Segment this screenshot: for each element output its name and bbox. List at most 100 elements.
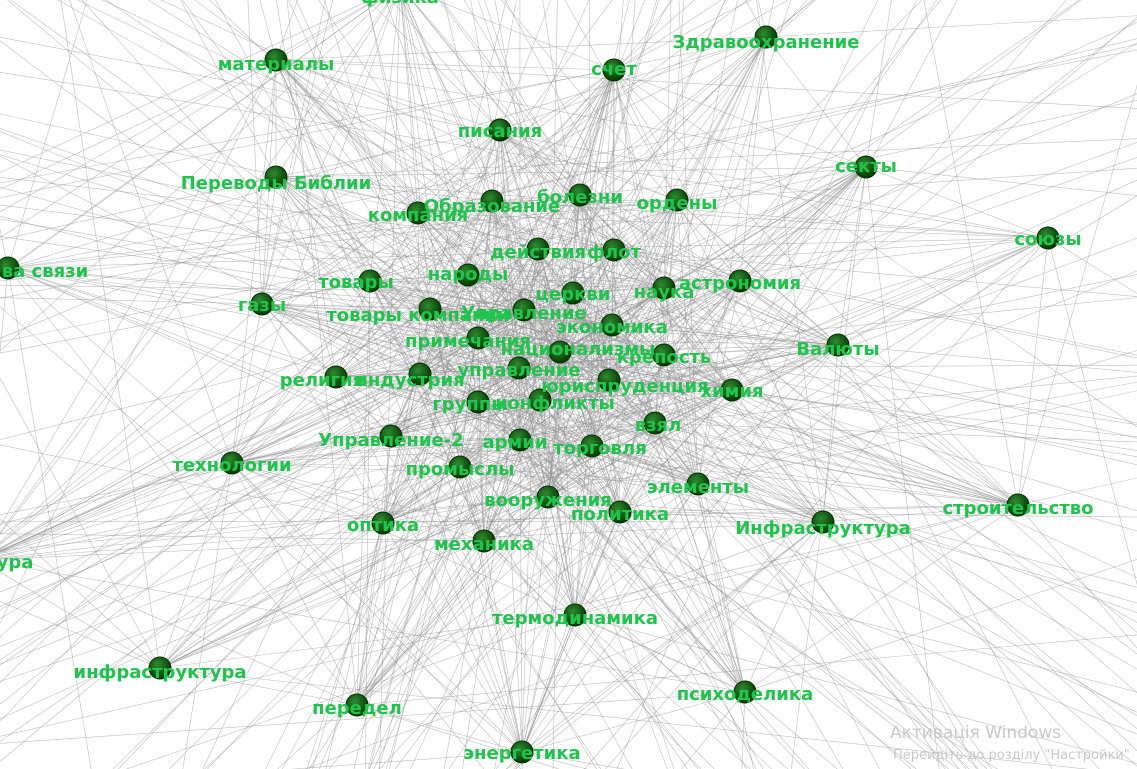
edge bbox=[448, 511, 621, 769]
edge bbox=[0, 59, 277, 239]
edge bbox=[613, 69, 754, 769]
edge bbox=[390, 0, 590, 437]
edge bbox=[559, 351, 757, 769]
edge bbox=[542, 0, 621, 513]
node-label: передел bbox=[312, 698, 402, 719]
edge bbox=[390, 367, 520, 437]
edge bbox=[275, 0, 378, 61]
edge bbox=[335, 351, 561, 378]
edge bbox=[865, 166, 940, 769]
edge bbox=[0, 204, 665, 289]
edge bbox=[159, 270, 1137, 669]
edge bbox=[369, 280, 665, 289]
edge bbox=[181, 0, 479, 403]
edge bbox=[654, 422, 699, 485]
edge bbox=[7, 267, 358, 706]
edge bbox=[379, 389, 733, 769]
edge bbox=[547, 0, 558, 498]
edge bbox=[523, 287, 665, 311]
edge bbox=[429, 292, 574, 310]
edge bbox=[390, 435, 1019, 506]
edge bbox=[591, 18, 1137, 447]
edge bbox=[0, 176, 615, 251]
edge bbox=[579, 194, 741, 282]
edge bbox=[0, 284, 574, 294]
node bbox=[250, 292, 274, 316]
edge bbox=[204, 166, 867, 769]
node bbox=[652, 276, 676, 300]
edge bbox=[275, 176, 469, 276]
edge bbox=[613, 199, 678, 251]
edge bbox=[0, 373, 421, 705]
edge bbox=[654, 375, 1137, 424]
edge bbox=[105, 0, 419, 214]
edge bbox=[547, 496, 746, 693]
edge bbox=[335, 376, 1019, 506]
node-label: Переводы Библии bbox=[181, 173, 372, 194]
edge bbox=[537, 248, 561, 353]
edge bbox=[731, 0, 918, 391]
edge bbox=[231, 280, 371, 464]
edge bbox=[247, 0, 263, 305]
node-label: Управление bbox=[461, 303, 586, 324]
edge bbox=[382, 309, 525, 524]
edge bbox=[654, 422, 1137, 443]
edge bbox=[202, 129, 501, 769]
edge bbox=[356, 0, 942, 706]
edge bbox=[791, 166, 867, 769]
edge bbox=[382, 351, 561, 524]
edge bbox=[654, 280, 741, 424]
node-label: экономика bbox=[556, 317, 668, 338]
edge bbox=[308, 399, 541, 769]
edge bbox=[663, 354, 946, 769]
edge bbox=[417, 36, 767, 214]
node bbox=[472, 529, 496, 553]
edge bbox=[611, 280, 741, 326]
edge bbox=[523, 309, 675, 769]
edge bbox=[611, 69, 615, 326]
edge bbox=[547, 496, 824, 523]
edge bbox=[275, 59, 867, 168]
edge bbox=[390, 309, 525, 437]
edge bbox=[697, 390, 1137, 485]
edge bbox=[491, 194, 581, 202]
edge bbox=[231, 445, 593, 464]
edge bbox=[390, 435, 789, 769]
node bbox=[597, 368, 621, 392]
edge bbox=[0, 176, 277, 535]
node bbox=[686, 472, 710, 496]
node-label: термодинамика bbox=[492, 608, 658, 629]
edge bbox=[390, 435, 523, 753]
edge bbox=[483, 344, 839, 542]
edge bbox=[697, 350, 1137, 485]
edge bbox=[304, 504, 1019, 769]
edge bbox=[591, 199, 678, 447]
node-label: Валюты bbox=[796, 339, 879, 360]
edge bbox=[417, 38, 1137, 214]
node-label: промыслы bbox=[406, 459, 515, 480]
edge bbox=[389, 466, 461, 769]
edge bbox=[440, 0, 665, 289]
edge bbox=[429, 308, 665, 356]
node-label: взял bbox=[635, 415, 682, 436]
edge bbox=[591, 249, 615, 447]
node-label: элементы bbox=[647, 477, 749, 498]
node-label: религия bbox=[280, 370, 364, 391]
edge bbox=[276, 0, 337, 378]
node-label: флот bbox=[587, 242, 641, 263]
edge bbox=[574, 483, 699, 616]
edge bbox=[231, 422, 656, 464]
edge bbox=[613, 249, 1137, 359]
edge bbox=[559, 141, 1137, 353]
edge bbox=[0, 200, 493, 638]
edge bbox=[275, 36, 767, 61]
node bbox=[561, 281, 585, 305]
edge bbox=[0, 0, 386, 352]
edge bbox=[459, 0, 923, 468]
edge bbox=[369, 0, 399, 282]
edge bbox=[0, 72, 1049, 239]
edge bbox=[0, 218, 613, 326]
edge bbox=[356, 435, 392, 706]
node bbox=[324, 365, 348, 389]
edge bbox=[611, 249, 615, 326]
